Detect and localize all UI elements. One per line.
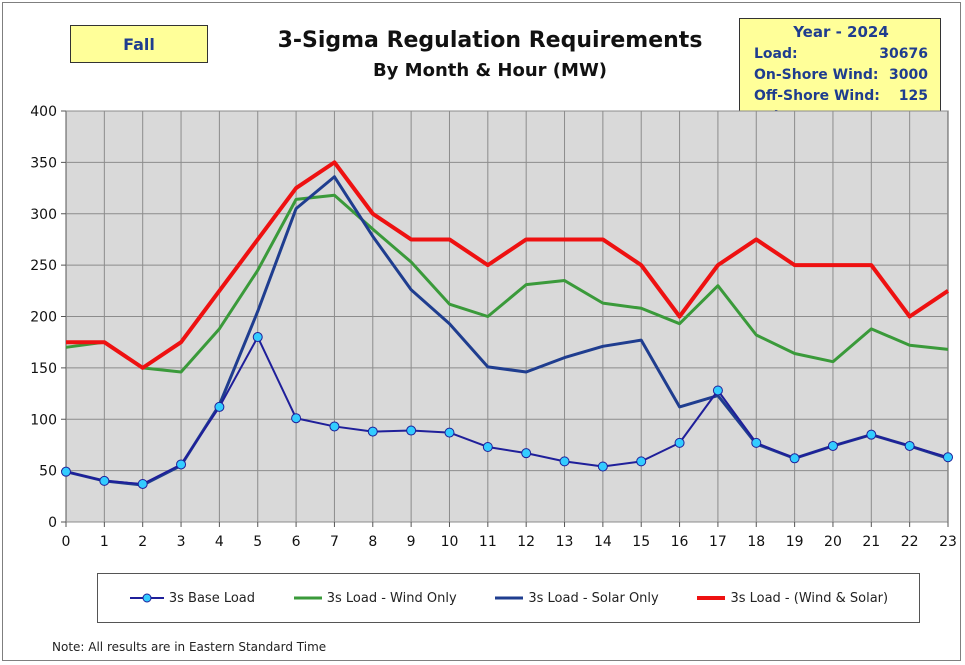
data-point xyxy=(99,475,110,486)
x-tick-label: 16 xyxy=(671,534,689,550)
y-tick-label: 350 xyxy=(30,155,57,171)
x-tick-label: 2 xyxy=(138,534,147,550)
legend-swatch-base-load xyxy=(129,593,164,603)
x-tick-label: 6 xyxy=(292,534,301,550)
x-tick-label: 4 xyxy=(215,534,224,550)
info-row-offshore-wind: Off-Shore Wind: 125 xyxy=(754,86,928,107)
x-tick-label: 13 xyxy=(556,534,574,550)
y-tick-label: 100 xyxy=(30,412,57,428)
data-point xyxy=(406,425,417,436)
x-tick-label: 8 xyxy=(368,534,377,550)
year-label: Year - 2024 xyxy=(793,23,889,41)
x-tick-label: 23 xyxy=(939,534,957,550)
info-label: On-Shore Wind: xyxy=(754,67,879,83)
x-tick-label: 5 xyxy=(253,534,262,550)
data-point xyxy=(329,421,340,432)
legend-label: 3s Load - (Wind & Solar) xyxy=(730,590,889,606)
x-tick-label: 3 xyxy=(177,534,186,550)
y-tick-label: 150 xyxy=(30,361,57,377)
x-tick-label: 12 xyxy=(517,534,535,550)
x-tick-label: 20 xyxy=(824,534,842,550)
legend-swatch-wind-and-solar xyxy=(697,596,726,600)
y-axis-ticks: 0 50 100 150 200 250 300 350 400 xyxy=(30,104,66,531)
y-tick-label: 200 xyxy=(30,310,57,326)
data-point xyxy=(789,453,800,464)
info-row-load: Load: 30676 xyxy=(754,44,928,65)
data-point xyxy=(597,461,608,472)
x-tick-label: 9 xyxy=(407,534,416,550)
data-point xyxy=(636,456,647,467)
legend-item-base-load: 3s Base Load xyxy=(129,591,255,606)
x-tick-label: 7 xyxy=(330,534,339,550)
chart-legend: 3s Base Load 3s Load - Wind Only 3s Load… xyxy=(97,573,920,623)
chart-subtitle: By Month & Hour (MW) xyxy=(372,60,608,81)
data-point xyxy=(137,478,148,489)
data-point xyxy=(674,437,685,448)
legend-label: 3s Load - Solar Only xyxy=(528,590,659,606)
data-point xyxy=(482,441,493,452)
y-tick-label: 250 xyxy=(30,258,57,274)
x-axis-ticks: 0 1 2 3 4 5 6 7 8 9 10 11 12 13 14 15 16 17 18 19 20 21 22 23 xyxy=(62,522,957,550)
series-group xyxy=(61,160,953,489)
info-label: Load: xyxy=(754,46,798,62)
data-point xyxy=(827,440,838,451)
data-point xyxy=(61,466,71,477)
y-tick-label: 0 xyxy=(48,515,57,531)
info-value: 125 xyxy=(898,88,928,104)
data-point xyxy=(252,332,263,343)
x-tick-label: 17 xyxy=(709,534,727,550)
data-point xyxy=(291,413,302,424)
data-point xyxy=(943,452,953,463)
data-point xyxy=(176,459,187,470)
legend-label: 3s Load - Wind Only xyxy=(326,590,457,606)
x-tick-label: 0 xyxy=(62,534,71,550)
legend-swatch-wind-only xyxy=(293,596,322,600)
info-value: 30676 xyxy=(879,46,928,62)
x-tick-label: 14 xyxy=(594,534,612,550)
x-tick-label: 10 xyxy=(441,534,459,550)
data-point xyxy=(559,456,570,467)
data-point xyxy=(521,448,532,459)
grid-lines xyxy=(66,110,948,523)
x-tick-label: 19 xyxy=(786,534,804,550)
y-tick-label: 300 xyxy=(30,207,57,223)
x-tick-label: 18 xyxy=(747,534,765,550)
y-tick-label: 50 xyxy=(39,464,57,480)
info-value: 3000 xyxy=(889,67,928,83)
chart-title: 3-Sigma Regulation Requirements xyxy=(277,28,703,53)
data-point xyxy=(712,385,723,396)
x-tick-label: 1 xyxy=(100,534,109,550)
series-line-1 xyxy=(65,193,949,374)
x-tick-label: 11 xyxy=(479,534,497,550)
legend-item-solar-only: 3s Load - Solar Only xyxy=(494,590,659,606)
legend-item-wind-and-solar: 3s Load - (Wind & Solar) xyxy=(696,591,888,606)
x-tick-label: 15 xyxy=(632,534,650,550)
data-point xyxy=(904,440,915,451)
data-point xyxy=(751,437,762,448)
x-tick-label: 21 xyxy=(862,534,880,550)
data-point xyxy=(367,426,378,437)
info-label: Off-Shore Wind: xyxy=(754,88,880,104)
data-point xyxy=(444,427,455,438)
season-label: Fall xyxy=(70,25,208,63)
legend-label: 3s Base Load xyxy=(168,590,256,606)
series-line-0 xyxy=(65,336,949,485)
x-tick-label: 22 xyxy=(901,534,919,550)
info-row-onshore-wind: On-Shore Wind: 3000 xyxy=(754,65,928,86)
legend-item-wind-only: 3s Load - Wind Only xyxy=(293,591,457,606)
data-point xyxy=(214,401,225,412)
series-line-3 xyxy=(66,160,950,370)
footnote: Note: All results are in Eastern Standar… xyxy=(52,640,327,654)
data-point xyxy=(866,429,877,440)
legend-swatch-solar-only xyxy=(495,596,524,600)
y-tick-label: 400 xyxy=(30,104,57,120)
